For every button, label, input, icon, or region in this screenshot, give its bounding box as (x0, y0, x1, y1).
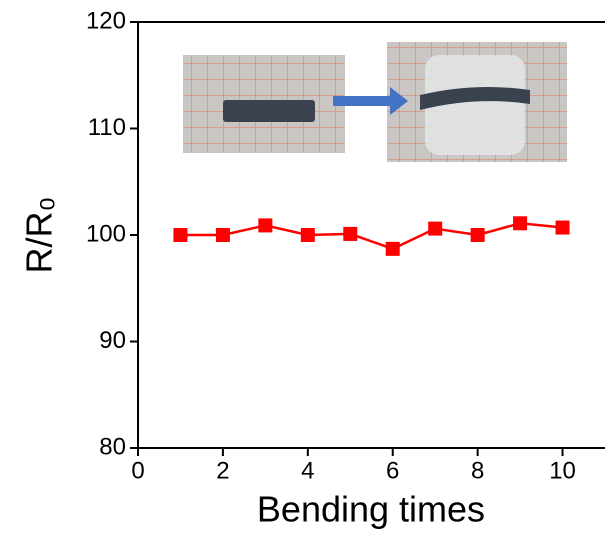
x-tick-label: 4 (301, 457, 314, 484)
data-point (470, 228, 485, 242)
data-point (428, 221, 443, 236)
inset-photos (183, 42, 567, 162)
film-bent (420, 86, 530, 110)
y-tick-label: 90 (99, 327, 126, 354)
data-point (343, 226, 358, 241)
x-tick-label: 2 (216, 457, 229, 484)
x-axis-label: Bending times (257, 489, 485, 530)
data-point (513, 216, 528, 231)
y-axis-label: R/R₀ (19, 197, 60, 274)
film-strip (223, 100, 315, 122)
arrow (333, 87, 408, 115)
y-tick-label: 80 (99, 433, 126, 460)
x-tick-label: 6 (386, 457, 399, 484)
x-tick-label: 8 (471, 457, 484, 484)
series-line (180, 222, 563, 251)
data-point (258, 218, 273, 233)
y-tick-label: 120 (86, 7, 126, 34)
data-point (173, 228, 188, 242)
y-tick-label: 110 (88, 114, 126, 141)
data-point (215, 228, 230, 242)
data-point (385, 241, 400, 256)
x-tick-label: 0 (131, 457, 144, 484)
y-tick-label: 100 (86, 220, 126, 247)
cylinder (425, 55, 525, 155)
data-point (555, 220, 570, 235)
data-point (300, 228, 315, 242)
x-tick-label: 10 (549, 457, 576, 484)
